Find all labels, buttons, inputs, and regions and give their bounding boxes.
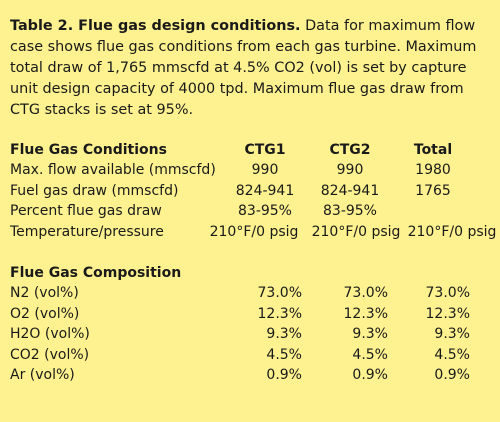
cell-ctg2: 12.3% (343, 305, 388, 322)
caption-title: Table 2. Flue gas design conditions. (10, 18, 301, 34)
row-label: O2 (vol%) (10, 305, 80, 322)
conditions-table: Flue Gas Conditions CTG1 CTG2 Total Max.… (10, 140, 500, 242)
cell-ctg2: 73.0% (343, 285, 388, 302)
composition-title-row: Flue Gas Composition (10, 263, 500, 283)
cell-total: 1980 (415, 162, 451, 179)
cell-ctg1: 4.5% (266, 346, 302, 363)
cell-total: 12.3% (425, 305, 470, 322)
cell-total: 9.3% (434, 326, 470, 343)
cell-ctg1: 83-95% (238, 203, 292, 220)
cell-ctg1: 9.3% (266, 326, 302, 343)
cell-ctg1: 824-941 (235, 182, 295, 199)
caption-text: Data for maximum flow case shows flue ga… (10, 18, 477, 118)
cell-ctg2: 990 (336, 162, 364, 179)
cell-ctg2: 9.3% (352, 326, 388, 343)
row-label: Temperature/pressure (10, 223, 164, 240)
table-row: N2 (vol%) 73.0% 73.0% 73.0% (10, 283, 500, 303)
cell-total: 0.9% (434, 366, 470, 383)
row-label: Fuel gas draw (mmscfd) (10, 182, 179, 199)
cell-total: 4.5% (434, 346, 470, 363)
row-label: H2O (vol%) (10, 326, 90, 343)
conditions-header-label: Flue Gas Conditions (10, 142, 167, 158)
cell-ctg1: 0.9% (266, 366, 302, 383)
cell-ctg2: 210°F/0 psig (311, 223, 401, 240)
cell-total: 210°F/0 psig (407, 223, 497, 240)
cell-ctg2: 824-941 (320, 182, 380, 199)
table-row: Temperature/pressure 210°F/0 psig 210°F/… (10, 222, 500, 242)
cell-ctg1: 73.0% (257, 285, 302, 302)
row-label: Ar (vol%) (10, 366, 75, 383)
table-row: Percent flue gas draw 83-95% 83-95% (10, 201, 500, 221)
row-label: Percent flue gas draw (10, 203, 162, 220)
cell-ctg1: 12.3% (257, 305, 302, 322)
composition-title: Flue Gas Composition (10, 265, 182, 281)
table-row: Fuel gas draw (mmscfd) 824-941 824-941 1… (10, 181, 500, 201)
table-row: CO2 (vol%) 4.5% 4.5% 4.5% (10, 345, 500, 365)
row-label: N2 (vol%) (10, 285, 79, 302)
table-row: H2O (vol%) 9.3% 9.3% 9.3% (10, 324, 500, 344)
conditions-header-row: Flue Gas Conditions CTG1 CTG2 Total (10, 140, 500, 160)
table-row: Max. flow available (mmscfd) 990 990 198… (10, 160, 500, 180)
table-caption: Table 2. Flue gas design conditions. Dat… (10, 16, 490, 121)
header-ctg2: CTG2 (329, 142, 371, 158)
cell-total: 73.0% (425, 285, 470, 302)
header-total: Total (413, 142, 453, 158)
header-ctg1: CTG1 (244, 142, 286, 158)
composition-table: Flue Gas Composition N2 (vol%) 73.0% 73.… (10, 263, 500, 385)
row-label: CO2 (vol%) (10, 346, 90, 363)
table-row: Ar (vol%) 0.9% 0.9% 0.9% (10, 365, 500, 385)
cell-ctg2: 83-95% (323, 203, 377, 220)
cell-ctg2: 4.5% (352, 346, 388, 363)
cell-ctg1: 210°F/0 psig (209, 223, 299, 240)
cell-ctg2: 0.9% (352, 366, 388, 383)
table-row: O2 (vol%) 12.3% 12.3% 12.3% (10, 304, 500, 324)
cell-ctg1: 990 (251, 162, 279, 179)
cell-total: 1765 (415, 182, 451, 199)
row-label: Max. flow available (mmscfd) (10, 162, 216, 179)
